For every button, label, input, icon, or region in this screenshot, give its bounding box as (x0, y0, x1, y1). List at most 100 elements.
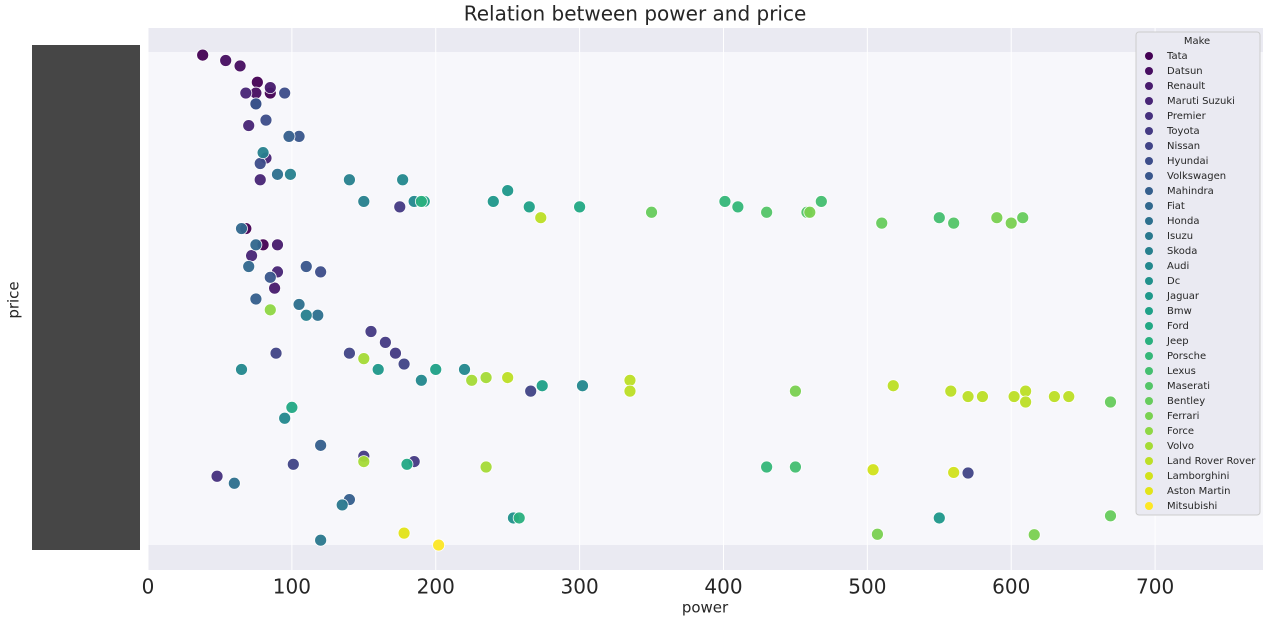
point (233, 59, 247, 73)
legend-label: Jeep (1166, 336, 1189, 347)
point (219, 54, 233, 67)
legend-label: Ford (1167, 321, 1189, 332)
point (623, 384, 637, 398)
point (389, 346, 402, 360)
point (249, 97, 263, 111)
legend-label: Ferrari (1167, 411, 1199, 422)
point (364, 325, 378, 338)
point (947, 216, 961, 230)
point (1019, 395, 1033, 409)
point (535, 379, 549, 393)
point (249, 238, 263, 252)
point (343, 173, 356, 187)
legend-label: Lamborghini (1167, 471, 1229, 482)
x-tick-label: 0 (142, 575, 155, 599)
legend-marker (1145, 322, 1153, 330)
legend-label: Mahindra (1167, 186, 1214, 197)
legend-marker (1145, 82, 1153, 90)
legend-label: Toyota (1166, 126, 1200, 137)
point (501, 371, 515, 384)
legend-label: Dc (1167, 276, 1180, 287)
x-tick-label: 200 (417, 575, 455, 599)
point (886, 379, 900, 393)
point (479, 371, 493, 384)
legend-marker (1145, 382, 1153, 390)
point (242, 119, 256, 132)
legend-marker (1145, 157, 1153, 165)
point (961, 466, 975, 480)
point (645, 205, 658, 219)
x-tick-label: 500 (848, 575, 886, 599)
legend-label: Fiat (1167, 201, 1185, 212)
point (976, 390, 989, 403)
dense-grid-band (148, 52, 1263, 545)
point (299, 260, 313, 273)
point (314, 438, 328, 452)
point (814, 195, 828, 208)
legend-label: Bentley (1167, 396, 1205, 407)
legend-label: Mitsubishi (1167, 501, 1217, 512)
point (299, 308, 313, 322)
point (311, 308, 325, 322)
legend-marker (1145, 52, 1153, 60)
legend-title: Make (1184, 36, 1210, 47)
point (253, 173, 267, 187)
legend-marker (1145, 232, 1153, 240)
legend-marker (1145, 292, 1153, 300)
point (292, 298, 306, 311)
point (371, 363, 385, 376)
point (512, 511, 526, 525)
legend-marker (1145, 217, 1153, 225)
point (253, 157, 267, 170)
point (286, 457, 300, 471)
point (573, 200, 587, 214)
point (378, 335, 392, 349)
legend-label: Volkswagen (1167, 171, 1226, 182)
legend-label: Porsche (1167, 351, 1206, 362)
point (210, 469, 224, 483)
x-tick-label: 300 (561, 575, 599, 599)
point (866, 463, 880, 477)
point (944, 384, 958, 398)
legend-marker (1145, 367, 1153, 375)
legend-marker (1145, 67, 1153, 75)
point (249, 292, 263, 306)
point (1004, 216, 1018, 230)
point (1062, 390, 1076, 403)
legend-label: Datsun (1167, 66, 1203, 77)
point (522, 200, 536, 214)
point (1016, 211, 1030, 225)
legend-label: Audi (1167, 261, 1189, 272)
point (284, 167, 297, 181)
point (235, 363, 248, 376)
legend-marker (1145, 277, 1153, 285)
point (396, 173, 410, 187)
point (239, 86, 253, 100)
point (524, 384, 538, 398)
legend-marker (1145, 427, 1153, 435)
legend-marker (1145, 442, 1153, 450)
legend-marker (1145, 487, 1153, 495)
legend-marker (1145, 337, 1153, 345)
point (1027, 528, 1041, 542)
legend-label: Land Rover Rover (1167, 456, 1256, 467)
point (263, 81, 277, 95)
point (432, 538, 446, 552)
legend-label: Skoda (1167, 246, 1197, 257)
points (196, 48, 1220, 552)
point (486, 195, 500, 208)
point (760, 460, 774, 474)
point (256, 146, 270, 160)
point (1104, 395, 1117, 409)
point (760, 205, 774, 219)
point (268, 281, 282, 295)
x-tick-label: 100 (273, 575, 311, 599)
legend-marker (1145, 457, 1153, 465)
point (196, 48, 210, 62)
point (789, 384, 802, 398)
legend-marker (1145, 307, 1153, 315)
point (875, 216, 889, 230)
point (1104, 509, 1117, 523)
x-tick-label: 600 (992, 575, 1030, 599)
point (285, 400, 299, 414)
